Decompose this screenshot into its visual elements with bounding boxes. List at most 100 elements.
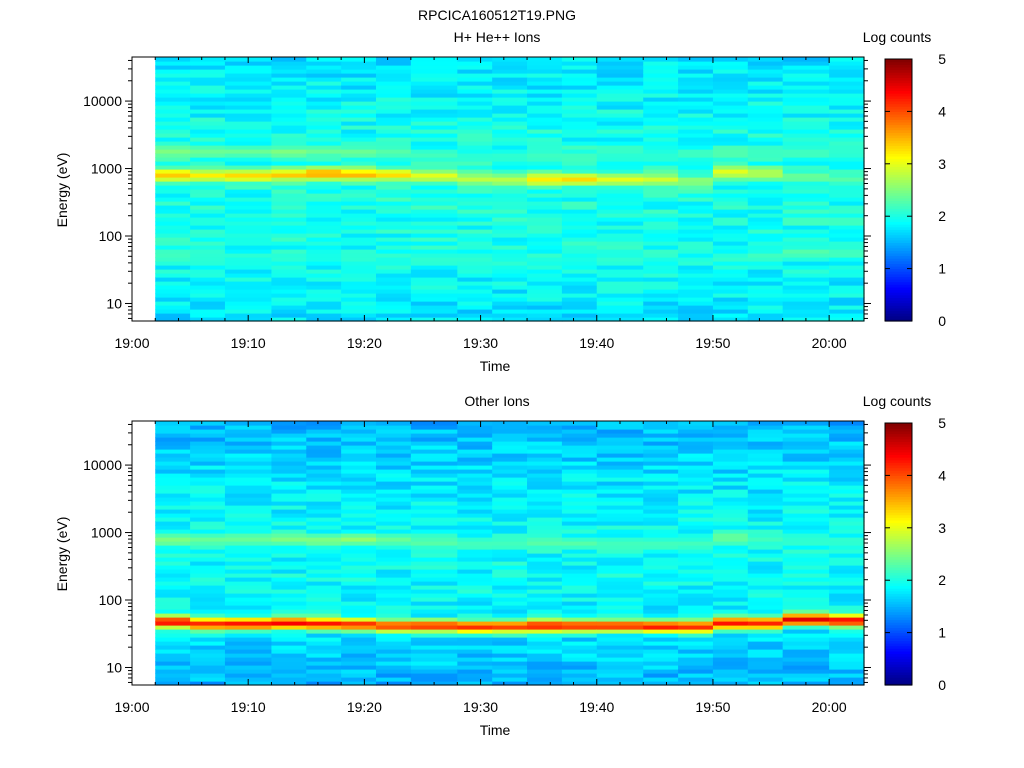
heatmap-cell	[829, 669, 865, 674]
heatmap-cell	[829, 561, 865, 566]
colorbar-swatch	[885, 116, 912, 120]
heatmap-cell	[747, 481, 784, 486]
heatmap-cell	[341, 617, 377, 622]
heatmap-cell	[376, 277, 412, 282]
heatmap-cell	[376, 533, 412, 538]
heatmap-cell	[643, 669, 679, 674]
heatmap-cell	[747, 465, 784, 470]
heatmap-cell	[492, 313, 528, 318]
heatmap-cell	[306, 525, 342, 530]
heatmap-cell	[306, 601, 342, 606]
heatmap-cell	[376, 101, 412, 106]
heatmap-cell	[457, 181, 493, 186]
colorbar-swatch	[885, 572, 912, 576]
heatmap-cell	[457, 237, 493, 242]
heatmap-cell	[712, 473, 749, 478]
heatmap-cell	[678, 165, 714, 170]
heatmap-cell	[712, 629, 749, 634]
heatmap-cell	[643, 173, 679, 178]
heatmap-cell	[155, 109, 191, 114]
heatmap-cell	[712, 113, 749, 118]
colorbar-swatch	[885, 640, 912, 644]
heatmap-cell	[376, 441, 412, 446]
heatmap-cell	[527, 505, 563, 510]
heatmap-cell	[410, 313, 458, 318]
heatmap-cell	[596, 453, 644, 458]
heatmap-cell	[457, 57, 493, 62]
heatmap-cell	[410, 133, 458, 138]
heatmap-cell	[306, 169, 342, 174]
heatmap-cell	[712, 585, 749, 590]
heatmap-cell	[190, 245, 226, 250]
heatmap-cell	[271, 217, 307, 222]
heatmap-cell	[527, 601, 563, 606]
heatmap-cell	[643, 317, 679, 322]
heatmap-cell	[561, 661, 598, 666]
heatmap-cell	[190, 137, 226, 142]
heatmap-cell	[561, 529, 598, 534]
y-tick-label: 100	[99, 592, 123, 608]
heatmap-cell	[829, 285, 865, 290]
heatmap-cell	[306, 153, 342, 158]
heatmap-cell	[829, 189, 865, 194]
heatmap-cell	[712, 65, 749, 70]
heatmap-cell	[527, 233, 563, 238]
heatmap-cell	[224, 197, 273, 202]
heatmap-cell	[712, 493, 749, 498]
heatmap-cell	[561, 433, 598, 438]
colorbar-swatch	[885, 478, 912, 482]
heatmap-cell	[224, 241, 273, 246]
colorbar-swatch	[885, 182, 912, 186]
colorbar-swatch	[885, 286, 912, 291]
heatmap-cell	[527, 665, 563, 670]
heatmap-cell	[561, 585, 598, 590]
heatmap-cell	[643, 273, 679, 278]
heatmap-cell	[155, 629, 191, 634]
heatmap-cell	[306, 113, 342, 118]
heatmap-cell	[747, 305, 784, 310]
heatmap-cell	[747, 309, 784, 314]
heatmap-cell	[747, 77, 784, 82]
colorbar-swatch	[885, 441, 912, 445]
heatmap-cell	[782, 525, 830, 530]
heatmap-cell	[712, 681, 749, 686]
heatmap-cell	[341, 309, 377, 314]
heatmap-cell	[527, 213, 563, 218]
heatmap-cell	[747, 149, 784, 154]
heatmap-cell	[376, 293, 412, 298]
heatmap-cell	[224, 457, 273, 462]
heatmap-cell	[224, 661, 273, 666]
heatmap-cell	[410, 97, 458, 102]
heatmap-cell	[457, 65, 493, 70]
heatmap-cell	[376, 461, 412, 466]
heatmap-cell	[527, 85, 563, 90]
heatmap-cell	[376, 137, 412, 142]
heatmap-cell	[155, 141, 191, 146]
colorbar-tick-label: 5	[938, 415, 946, 431]
heatmap-cell	[596, 261, 644, 266]
heatmap-cell	[306, 177, 342, 182]
heatmap-cell	[410, 677, 458, 682]
heatmap-cell	[596, 189, 644, 194]
heatmap-cell	[155, 649, 191, 654]
heatmap-cell	[341, 453, 377, 458]
colorbar-swatch	[885, 208, 912, 212]
heatmap-cell	[782, 261, 830, 266]
heatmap-cell	[527, 201, 563, 206]
heatmap-cell	[782, 125, 830, 130]
heatmap-cell	[678, 449, 714, 454]
heatmap-cell	[782, 121, 830, 126]
heatmap-cell	[457, 465, 493, 470]
heatmap-cell	[341, 253, 377, 258]
heatmap-cell	[829, 657, 865, 662]
heatmap-cell	[271, 597, 307, 602]
heatmap-cell	[643, 433, 679, 438]
heatmap-cell	[410, 209, 458, 214]
heatmap-cell	[492, 553, 528, 558]
heatmap-cell	[457, 305, 493, 310]
heatmap-cell	[190, 309, 226, 314]
heatmap-cell	[271, 489, 307, 494]
heatmap-cell	[782, 437, 830, 442]
heatmap-cell	[341, 625, 377, 630]
colorbar-swatch	[885, 239, 912, 243]
